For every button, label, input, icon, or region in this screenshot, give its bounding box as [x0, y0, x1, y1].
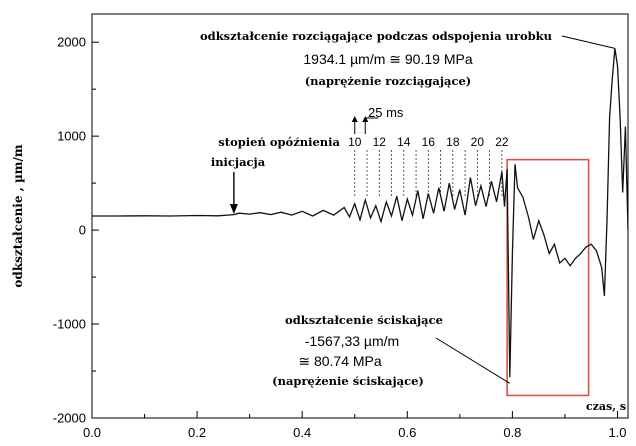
y-tick-label: 1000 — [57, 129, 86, 144]
y-tick-label: 2000 — [57, 35, 86, 50]
delay-step-labels: 10 12 14 16 18 20 22 — [348, 135, 509, 149]
axis-ticks — [91, 41, 618, 419]
tension-leader-line — [561, 35, 615, 49]
y-tick-label: -2000 — [53, 411, 86, 426]
compression-annotation-note: (naprężenie ściskające) — [272, 374, 424, 388]
delay-step-label: 20 — [471, 135, 485, 149]
initiation-label: inicjacja — [211, 155, 266, 169]
tension-annotation-title: odkształcenie rozciągające podczas odspo… — [200, 29, 552, 43]
initiation-arrowhead — [229, 204, 238, 214]
delay-step-label: 10 — [348, 135, 362, 149]
tension-annotation-note: (naprężenie rozciągające) — [305, 74, 472, 88]
interval-arrowhead — [362, 116, 369, 122]
tension-annotation-value: 1934.1 µm/m ≅ 90.19 MPa — [303, 51, 472, 67]
delay-step-label: 18 — [446, 135, 460, 149]
compression-annotation-mpa: ≅ 80.74 MPa — [298, 353, 382, 369]
interval-label: 25 ms — [368, 105, 404, 120]
y-tick-label: 0 — [79, 223, 86, 238]
delay-step-label: 12 — [373, 135, 387, 149]
delay-step-label: 16 — [422, 135, 436, 149]
x-tick-label: 0.0 — [83, 425, 101, 440]
interval-arrowhead — [351, 116, 358, 122]
annotation-arrows — [229, 35, 615, 384]
delay-step-label: 14 — [397, 135, 411, 149]
delay-label: stopień opóźnienia — [218, 135, 340, 149]
x-tick-label: 1.0 — [608, 425, 626, 440]
compression-annotation-title: odkształcenie ściskające — [285, 313, 443, 327]
x-tick-label: 0.6 — [398, 425, 416, 440]
highlight-rect — [506, 158, 590, 397]
strain-series-line — [92, 48, 629, 378]
y-tick-label: -1000 — [53, 317, 86, 332]
x-axis-label: czas, s — [586, 400, 626, 413]
highlight-box — [506, 158, 590, 397]
delay-step-label: 22 — [495, 135, 509, 149]
compression-annotation-value: -1567,33 µm/m — [305, 333, 399, 349]
x-tick-label: 0.2 — [188, 425, 206, 440]
x-tick-label: 0.8 — [503, 425, 521, 440]
compression-leader-line — [435, 337, 511, 384]
x-tick-label: 0.4 — [293, 425, 311, 440]
y-axis-label: odkształcenie , µm/m — [11, 144, 25, 287]
